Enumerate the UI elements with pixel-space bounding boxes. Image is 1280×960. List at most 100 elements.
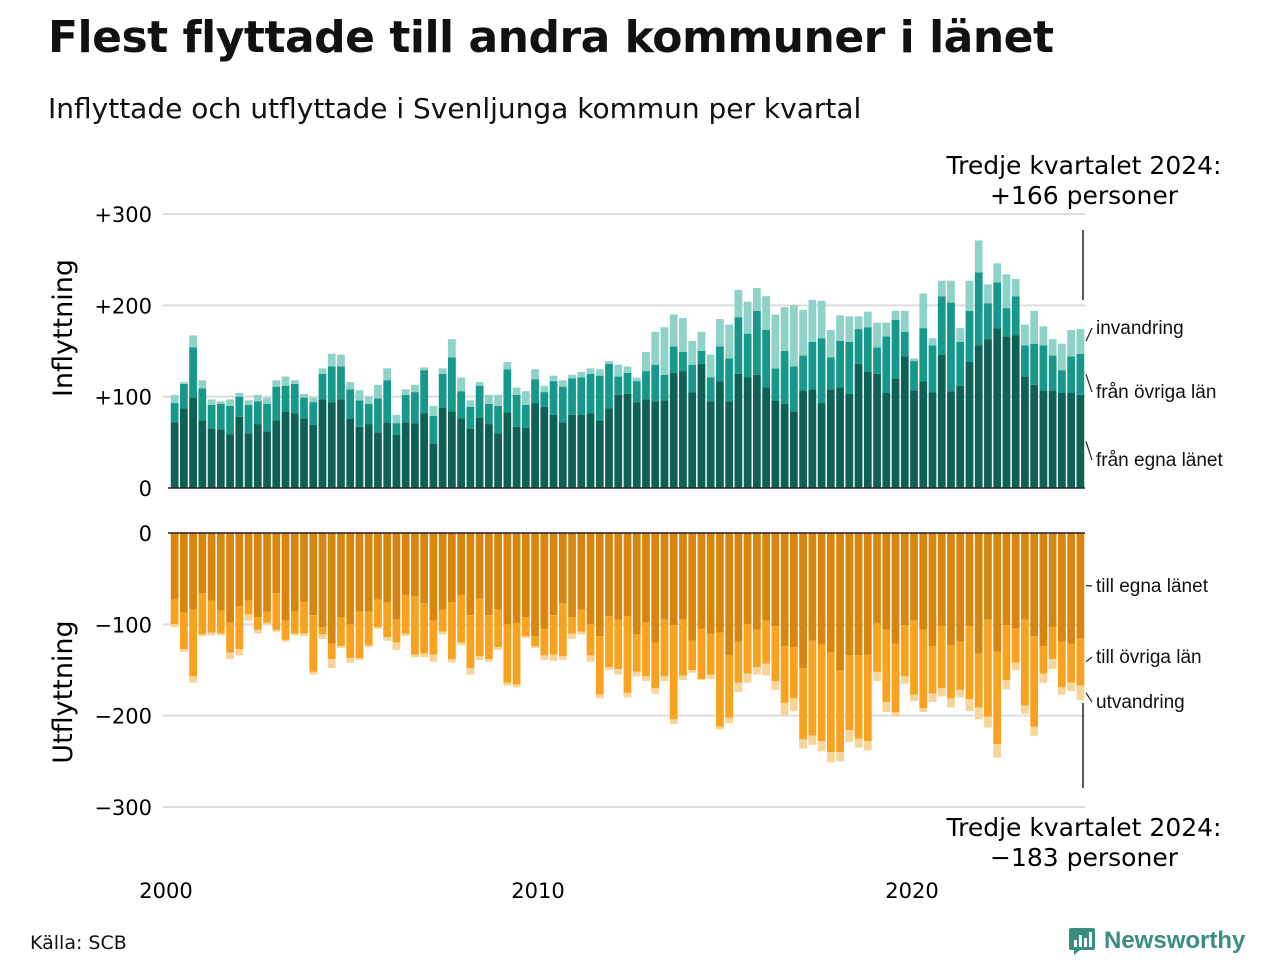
bar-utvandring <box>882 701 891 713</box>
bar-in-egna <box>577 414 586 488</box>
bar-ut-ovriga <box>595 636 604 695</box>
bar-in-egna <box>845 393 854 488</box>
bar-ut-egna <box>558 533 567 604</box>
bar-ut-ovriga <box>300 601 308 634</box>
leader-line <box>1085 327 1093 342</box>
bar-ut-egna <box>1067 533 1076 644</box>
bar-ut-ovriga <box>512 622 521 685</box>
bar-ut-ovriga <box>1021 619 1029 706</box>
bar-invandring <box>253 394 262 402</box>
bar-in-ovriga <box>669 346 678 373</box>
bar-in-ovriga <box>716 346 724 382</box>
bar-in-ovriga <box>771 368 780 401</box>
bar-ut-egna <box>632 533 641 635</box>
bar-invandring <box>558 380 567 387</box>
bar-in-ovriga <box>253 401 262 425</box>
bar-in-ovriga <box>706 377 715 402</box>
bar-in-egna <box>882 393 891 488</box>
bar-ut-egna <box>753 533 761 630</box>
bar-in-ovriga <box>836 340 844 388</box>
bar-invandring <box>919 293 928 329</box>
bar-ut-egna <box>679 533 687 620</box>
bar-utvandring <box>716 726 724 730</box>
bar-ut-egna <box>900 533 909 626</box>
series-label: till övriga län <box>1096 647 1202 668</box>
bar-ut-ovriga <box>392 619 401 643</box>
bar-in-ovriga <box>799 355 807 391</box>
bar-in-egna <box>910 390 918 488</box>
bar-utvandring <box>281 639 290 642</box>
bar-ut-egna <box>263 533 271 612</box>
bar-ut-egna <box>882 533 891 630</box>
bar-in-ovriga <box>605 363 613 409</box>
bar-ut-ovriga <box>873 623 881 672</box>
bar-invandring <box>984 284 992 304</box>
bar-ut-ovriga <box>1076 638 1085 686</box>
bar-invandring <box>1039 326 1048 346</box>
bar-in-egna <box>919 381 928 488</box>
bar-ut-ovriga <box>993 651 1002 744</box>
bar-ut-ovriga <box>697 628 706 680</box>
bar-in-ovriga <box>789 366 798 412</box>
bar-ut-ovriga <box>854 655 863 739</box>
bar-in-ovriga <box>734 317 743 374</box>
bar-utvandring <box>799 739 807 749</box>
bar-in-egna <box>429 443 438 488</box>
bar-utvandring <box>549 654 558 661</box>
bar-utvandring <box>780 702 789 716</box>
bar-invandring <box>438 368 447 374</box>
bar-in-egna <box>355 426 364 488</box>
bar-invandring <box>531 369 539 380</box>
bar-ut-egna <box>993 533 1002 652</box>
bar-in-egna <box>484 424 493 488</box>
bar-invandring <box>383 368 392 381</box>
bar-invandring <box>484 394 493 404</box>
bar-invandring <box>753 287 761 311</box>
bar-utvandring <box>411 654 419 658</box>
bar-invandring <box>503 361 512 370</box>
bar-invandring <box>300 393 308 398</box>
bar-utvandring <box>1002 680 1011 690</box>
bar-ut-egna <box>327 533 336 644</box>
bar-in-egna <box>568 414 576 488</box>
chart-title: Flest flyttade till andra kommuner i län… <box>48 12 1054 63</box>
bar-ut-ovriga <box>170 599 179 625</box>
bar-in-ovriga <box>198 388 207 421</box>
leader-line <box>1085 441 1093 461</box>
bar-ut-ovriga <box>900 625 909 677</box>
bar-ut-egna <box>448 533 456 603</box>
bar-in-ovriga <box>411 392 419 424</box>
bar-ut-egna <box>457 533 466 596</box>
top-annotation-line1: Tredje kvartalet 2024: <box>946 151 1222 180</box>
bar-ut-egna <box>836 533 844 670</box>
bar-ut-egna <box>475 533 484 599</box>
bar-utvandring <box>706 674 715 680</box>
bar-in-ovriga <box>595 375 604 421</box>
bar-ut-egna <box>337 533 345 618</box>
bar-in-ovriga <box>854 329 863 364</box>
bar-ut-egna <box>669 533 678 626</box>
bar-utvandring <box>300 633 308 637</box>
leader-line <box>1085 692 1093 703</box>
bar-invandring <box>882 322 891 337</box>
bar-invandring <box>1067 329 1076 357</box>
bar-invandring <box>669 314 678 347</box>
bar-utvandring <box>355 658 364 660</box>
chart-labels: +300 +200 +100 0 0 −100 −200 −300 2000 2010 2020 fr… <box>94 203 1223 903</box>
bar-utvandring <box>632 671 641 677</box>
bar-utvandring <box>337 646 345 649</box>
bar-ut-egna <box>253 533 262 618</box>
bar-in-egna <box>448 411 456 488</box>
bar-in-egna <box>762 387 771 488</box>
bar-utvandring <box>346 658 355 663</box>
bar-in-ovriga <box>910 361 918 391</box>
bar-ut-egna <box>789 533 798 648</box>
bar-in-ovriga <box>179 383 188 409</box>
bar-ut-ovriga <box>660 619 669 677</box>
bar-invandring <box>937 280 946 297</box>
bar-invandring <box>466 400 475 407</box>
bar-ut-ovriga <box>207 600 216 633</box>
bar-in-egna <box>494 433 502 488</box>
bar-ut-egna <box>697 533 706 629</box>
bar-in-ovriga <box>429 415 438 444</box>
